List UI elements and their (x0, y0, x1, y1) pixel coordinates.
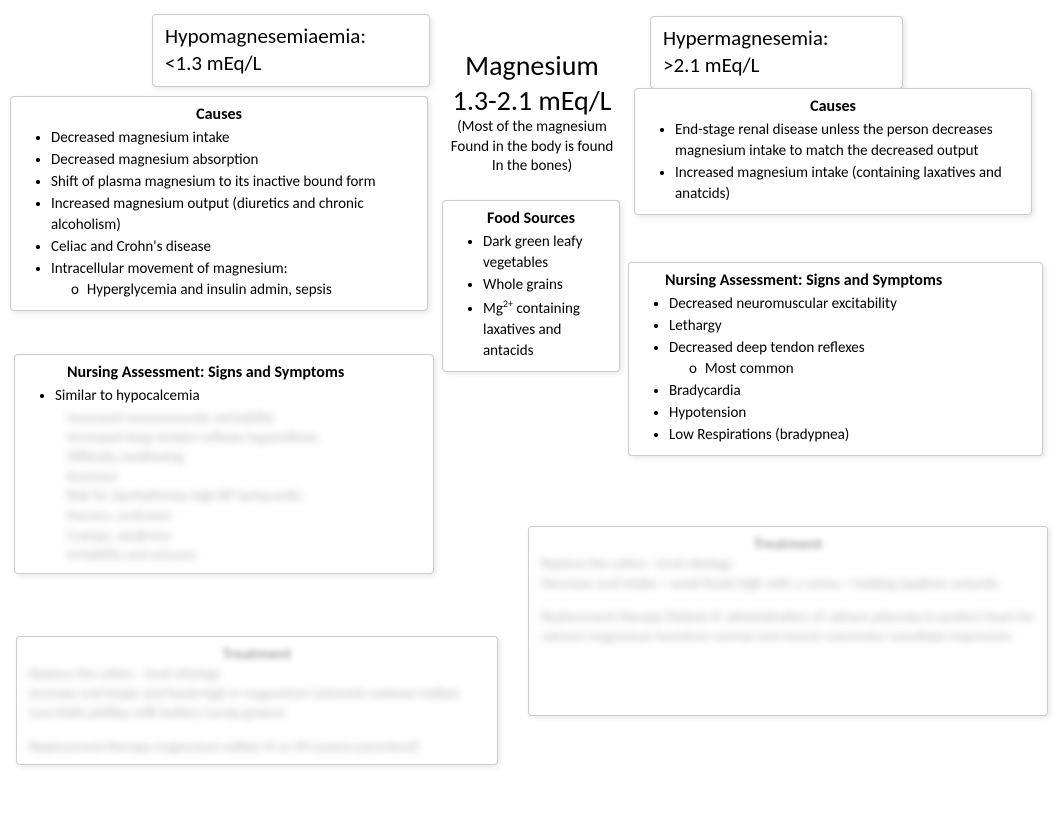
title-sub3: In the bones) (430, 157, 634, 177)
hyper-assessment-item: Lethargy (669, 316, 1030, 337)
hyper-assessment-subitem: Most common (689, 359, 1030, 380)
hyper-assessment-list: Decreased neuromuscular excitability Let… (641, 294, 1030, 446)
hyper-causes-list: End-stage renal disease unless the perso… (647, 120, 1019, 205)
hyper-cause-item: End-stage renal disease unless the perso… (675, 120, 1019, 162)
hypo-causes-box: Causes Decreased magnesium intake Decrea… (10, 96, 428, 311)
hypo-title-line1: Hypomagnesemiaemia: (165, 23, 417, 50)
hypo-treatment-blurred: Replace the cation - treat etiology Incr… (29, 664, 485, 756)
title-sub1: (Most of the magnesium (430, 118, 634, 138)
hyper-causes-box: Causes End-stage renal disease unless th… (634, 88, 1032, 215)
hyper-assessment-item: Decreased neuromuscular excitability (669, 294, 1030, 315)
hyper-treatment-blurred: Replace the cation - treat etiology Decr… (541, 554, 1035, 646)
hypo-treatment-box: Treatment Replace the cation - treat eti… (16, 636, 498, 765)
hypo-cause-item: Decreased magnesium absorption (51, 150, 415, 171)
hypo-cause-item: Increased magnesium output (diuretics an… (51, 194, 415, 236)
hyper-assessment-box: Nursing Assessment: Signs and Symptoms D… (628, 262, 1043, 456)
hyper-title-line2: >2.1 mEq/L (663, 52, 890, 79)
hypo-assessment-blurred: Increased neuromuscular excitability Inc… (27, 408, 421, 565)
hyper-title-box: Hypermagnesemia: >2.1 mEq/L (650, 16, 903, 89)
food-sources-box: Food Sources Dark green leafy vegetables… (442, 200, 620, 372)
hypo-assessment-box: Nursing Assessment: Signs and Symptoms S… (14, 354, 434, 574)
food-item: Dark green leafy vegetables (483, 232, 607, 274)
food-list: Dark green leafy vegetables Whole grains… (455, 232, 607, 362)
hyper-assessment-item: Decreased deep tendon reflexes Most comm… (669, 338, 1030, 380)
title-line2: 1.3-2.1 mEq/L (430, 83, 634, 118)
hypo-cause-item: Intracellular movement of magnesium: Hyp… (51, 259, 415, 301)
hypo-cause-item: Shift of plasma magnesium to its inactiv… (51, 172, 415, 193)
hypo-treatment-heading: Treatment (29, 645, 485, 664)
hyper-treatment-box: Treatment Replace the cation - treat eti… (528, 526, 1048, 716)
food-heading: Food Sources (455, 209, 607, 228)
hypo-cause-subitem: Hyperglycemia and insulin admin, sepsis (71, 280, 415, 301)
hyper-assessment-item: Bradycardia (669, 381, 1030, 402)
hypo-causes-list: Decreased magnesium intake Decreased mag… (23, 128, 415, 301)
hyper-cause-item: Increased magnesium intake (containing l… (675, 163, 1019, 205)
hypo-assessment-item: Similar to hypocalcemia (55, 386, 421, 407)
food-item: Whole grains (483, 275, 607, 296)
hypo-cause-item: Celiac and Crohn's disease (51, 237, 415, 258)
hypo-assessment-list: Similar to hypocalcemia (27, 386, 421, 407)
hyper-assessment-item: Low Respirations (bradypnea) (669, 425, 1030, 446)
hyper-title-line1: Hypermagnesemia: (663, 25, 890, 52)
hypo-title-box: Hypomagnesemiaemia: <1.3 mEq/L (152, 14, 430, 87)
hyper-assessment-item: Hypotension (669, 403, 1030, 424)
center-title: Magnesium 1.3-2.1 mEq/L (Most of the mag… (430, 48, 634, 177)
hyper-treatment-heading: Treatment (541, 535, 1035, 554)
food-item-mg: Mg2+ containing laxatives and antacids (483, 297, 607, 362)
hyper-assessment-heading: Nursing Assessment: Signs and Symptoms (641, 271, 1030, 290)
title-sub2: Found in the body is found (430, 138, 634, 158)
hypo-causes-heading: Causes (23, 105, 415, 124)
title-line1: Magnesium (430, 48, 634, 83)
hypo-title-line2: <1.3 mEq/L (165, 50, 417, 77)
hypo-assessment-heading: Nursing Assessment: Signs and Symptoms (27, 363, 421, 382)
hyper-causes-heading: Causes (647, 97, 1019, 116)
hypo-cause-item: Decreased magnesium intake (51, 128, 415, 149)
